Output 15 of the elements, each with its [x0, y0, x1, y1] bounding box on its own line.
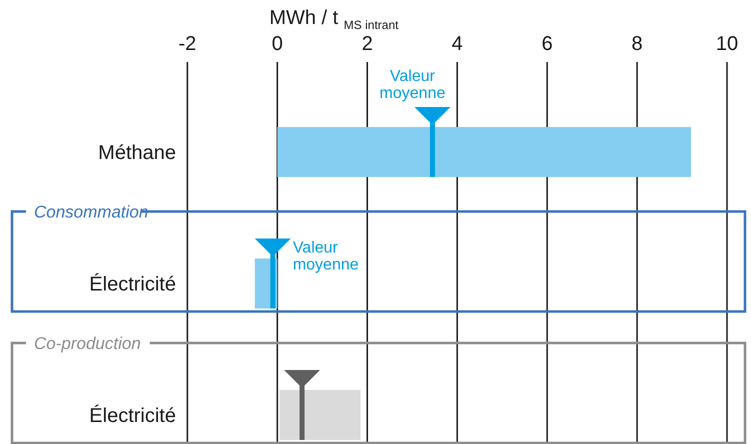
- x-tick-label: 2: [362, 33, 373, 55]
- x-tick-label: 4: [452, 33, 463, 55]
- y-tick-label: Électricité: [89, 272, 176, 296]
- x-axis-title: MWh / t $_{MS intrant}$: [269, 7, 400, 32]
- x-tick-label: -2: [178, 33, 196, 55]
- y-tick-label: Méthane: [98, 142, 176, 164]
- annotation: Co-production: [34, 334, 141, 353]
- annotation: Consommation: [34, 202, 148, 222]
- series-label: Valeur moyenne: [292, 240, 359, 274]
- y-tick-label: Électricité: [89, 404, 176, 427]
- x-tick-label: 0: [272, 33, 283, 55]
- x-tick-label: 10: [716, 33, 738, 55]
- x-tick-label: 6: [542, 33, 553, 55]
- text: Valeur moyenne: [380, 68, 446, 102]
- x-tick-label: 8: [632, 33, 643, 55]
